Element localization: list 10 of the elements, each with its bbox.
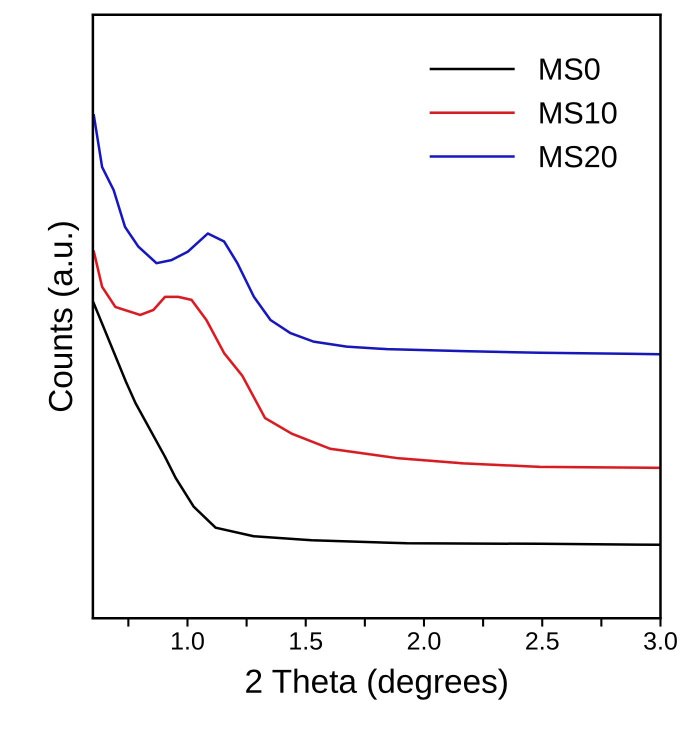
x-tick-label: 3.0: [644, 632, 677, 650]
y-axis-title: Counts (a.u.): [48, 222, 79, 412]
x-tick-label: 1.5: [290, 632, 322, 650]
legend-label: MS10: [540, 102, 617, 124]
x-tick-label: 2.5: [526, 632, 559, 650]
x-tick-label: 1.0: [172, 632, 204, 650]
x-axis-title: 2 Theta (degrees): [246, 668, 507, 700]
legend-label: MS0: [540, 58, 600, 80]
x-tick-label: 2.0: [408, 632, 440, 650]
legend-label: MS20: [540, 146, 617, 168]
